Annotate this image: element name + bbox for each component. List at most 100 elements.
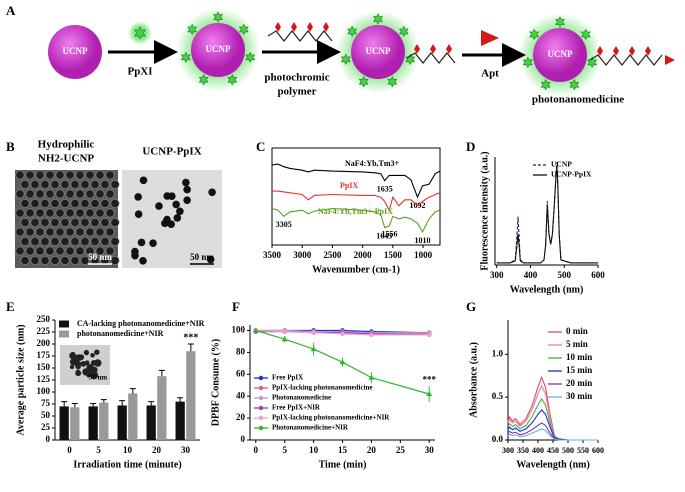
nanoparticle xyxy=(50,199,60,209)
chart: 0255075100125150175200225250Irradiation … xyxy=(15,314,204,470)
legend-label: PpIX-lacking photonanomedicine xyxy=(272,384,373,392)
nanoparticle xyxy=(30,237,40,247)
nanoparticle xyxy=(35,170,45,180)
dye-icon xyxy=(387,76,398,88)
legend-label: Photonanomedicine xyxy=(272,394,331,402)
peak-label: 3305 xyxy=(276,220,292,229)
bar xyxy=(175,401,185,440)
nanoparticle xyxy=(75,189,85,199)
nanoparticle xyxy=(50,218,60,228)
nanoparticle xyxy=(105,246,115,256)
nanoparticle xyxy=(75,208,85,218)
x-axis-label: Irradiation time (minute) xyxy=(73,459,181,470)
marker xyxy=(340,331,345,337)
nanoparticle xyxy=(85,246,95,256)
legend-label: 5 min xyxy=(566,339,588,349)
chart: 0.0 0.5 1.0 300 350 400 450 500 550 600Wavelength… xyxy=(468,320,604,470)
nanoparticle xyxy=(55,246,65,256)
nanoparticle xyxy=(70,237,80,247)
nanoparticle xyxy=(50,180,60,190)
nanoparticle xyxy=(65,246,75,256)
x-tick-label: 10 xyxy=(309,445,319,455)
nanoparticle xyxy=(131,251,139,260)
nanoparticle xyxy=(105,189,115,199)
nanoparticle xyxy=(55,227,65,237)
legend-label: 20 min xyxy=(566,378,592,388)
y-tick-label: 100 xyxy=(37,386,51,396)
legend-marker xyxy=(258,405,264,411)
nanoparticle xyxy=(40,199,50,209)
nanoparticle xyxy=(45,170,55,180)
y-tick-label: 225 xyxy=(37,326,51,336)
x-tick-label: 0 xyxy=(254,445,259,455)
nanoparticle xyxy=(50,237,60,247)
bar xyxy=(88,406,98,440)
marker xyxy=(426,391,433,396)
inset xyxy=(60,345,110,385)
aggregate xyxy=(73,361,78,366)
dye-icon xyxy=(180,51,191,63)
dye-icon xyxy=(540,79,551,91)
bar xyxy=(146,405,156,440)
dye-icon xyxy=(347,25,358,38)
y-tick-label: 80 xyxy=(236,346,246,356)
photoswitch xyxy=(613,46,619,56)
reagent-label: Apt xyxy=(481,68,499,80)
photoswitch xyxy=(275,22,281,32)
nanoparticle xyxy=(110,218,120,228)
bar xyxy=(59,406,69,440)
legend-marker xyxy=(258,375,264,381)
bar xyxy=(99,402,109,440)
nanoparticle xyxy=(80,255,90,265)
error-bar xyxy=(129,388,136,394)
series-line xyxy=(255,329,430,336)
particle-label: UCNP xyxy=(548,49,573,59)
series-line xyxy=(496,162,598,264)
photoswitch xyxy=(414,44,420,54)
photoswitch xyxy=(307,22,313,32)
peak-label: 1643 xyxy=(376,231,392,240)
chart: 300 400 500 600 Wavelength (nm) Fluorescence … xyxy=(479,151,605,295)
nanoparticle xyxy=(85,189,95,199)
nanoparticle xyxy=(40,237,50,247)
nanoparticle xyxy=(85,208,95,218)
x-tick-label: 300 xyxy=(502,446,514,455)
x-tick-label: 400 xyxy=(524,270,538,280)
dye-icon xyxy=(358,76,369,88)
y-tick-label: 1.0 xyxy=(492,348,504,358)
panel-label: D xyxy=(466,139,475,154)
nanoparticle xyxy=(25,189,35,199)
aggregate xyxy=(70,351,76,357)
nanoparticle xyxy=(30,218,40,228)
y-axis-label: Average particle size (nm) xyxy=(15,324,26,435)
photoswitch xyxy=(645,46,651,56)
y-tick-label: 0.0 xyxy=(492,434,504,444)
chart: 3500 3000 2500 2000 1500 1000 Wavenumber (cm-1… xyxy=(263,147,441,275)
y-tick-label: 125 xyxy=(37,374,51,384)
scheme: UCNP UCNP UCNP UCNP PpXI photochromic po… xyxy=(48,8,675,106)
x-tick-label: 550 xyxy=(577,446,589,455)
nanoparticle xyxy=(15,227,25,237)
legend-swatch xyxy=(59,330,69,338)
nanoparticle xyxy=(70,180,80,190)
image-title: NH2-UCNP xyxy=(38,153,94,165)
nanoparticle xyxy=(60,199,70,209)
x-axis-label: Time (min) xyxy=(319,459,367,470)
y-tick-label: 60 xyxy=(236,368,246,378)
x-tick-label: 2500 xyxy=(323,250,342,260)
nanoparticle xyxy=(20,237,30,247)
plot-frame xyxy=(271,147,441,246)
dye-icon xyxy=(227,74,238,86)
nanoparticle xyxy=(90,237,100,247)
x-tick-label: 2000 xyxy=(354,250,373,260)
series-line xyxy=(271,163,441,199)
x-tick-label: 300 xyxy=(490,270,504,280)
aggregate xyxy=(90,352,95,358)
nanoparticle xyxy=(208,188,216,197)
nanoparticle xyxy=(55,189,65,199)
y-axis-label: Fluorescence intensity (a.u.) xyxy=(479,151,490,270)
dye-icon xyxy=(529,28,540,41)
error-bar xyxy=(158,369,165,377)
aggregate xyxy=(77,361,82,366)
